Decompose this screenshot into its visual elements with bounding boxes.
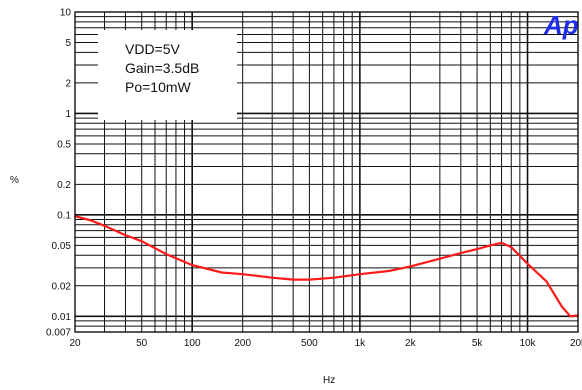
annotation-line-gain: Gain=3.5dB xyxy=(125,60,199,76)
x-axis-title: Hz xyxy=(323,375,335,386)
ap-logo-text: Ap xyxy=(543,10,579,40)
x-tick-label: 200 xyxy=(234,338,251,349)
annotation-box: VDD=5V Gain=3.5dB Po=10mW xyxy=(98,30,237,120)
x-tick-label: 100 xyxy=(184,338,201,349)
y-tick-labels: 0.007 0.01 0.02 0.05 0.1 0.2 0.5 1 2 5 10 xyxy=(46,8,71,339)
x-tick-label: 50 xyxy=(136,338,148,349)
y-tick-label: 0.05 xyxy=(52,241,72,252)
x-tick-label: 2k xyxy=(405,338,417,349)
y-tick-label: 10 xyxy=(60,8,72,19)
x-tick-label: 20 xyxy=(69,338,81,349)
y-axis-title: % xyxy=(10,175,19,186)
y-tick-label: 0.007 xyxy=(46,328,71,339)
annotation-line-po: Po=10mW xyxy=(125,79,192,95)
ap-logo: Ap xyxy=(543,10,579,40)
annotation-line-vdd: VDD=5V xyxy=(125,41,181,57)
x-tick-labels: 20 50 100 200 500 1k 2k 5k 10k 20k xyxy=(69,338,582,349)
y-tick-label: 0.1 xyxy=(57,210,71,221)
x-tick-label: 20k xyxy=(570,338,582,349)
y-tick-label: 5 xyxy=(65,38,71,49)
series-lines xyxy=(73,215,580,318)
y-tick-label: 0.5 xyxy=(57,140,71,151)
thd-curve-0 xyxy=(73,215,580,318)
x-tick-label: 500 xyxy=(301,338,318,349)
y-tick-label: 2 xyxy=(65,78,71,89)
y-tick-label: 0.02 xyxy=(52,281,72,292)
y-tick-label: 0.01 xyxy=(52,312,72,323)
x-tick-label: 10k xyxy=(519,338,536,349)
plot-frame xyxy=(74,11,579,333)
x-tick-label: 1k xyxy=(355,338,367,349)
y-tick-label: 0.2 xyxy=(57,180,71,191)
x-tick-label: 5k xyxy=(472,338,484,349)
y-tick-label: 1 xyxy=(65,109,71,120)
